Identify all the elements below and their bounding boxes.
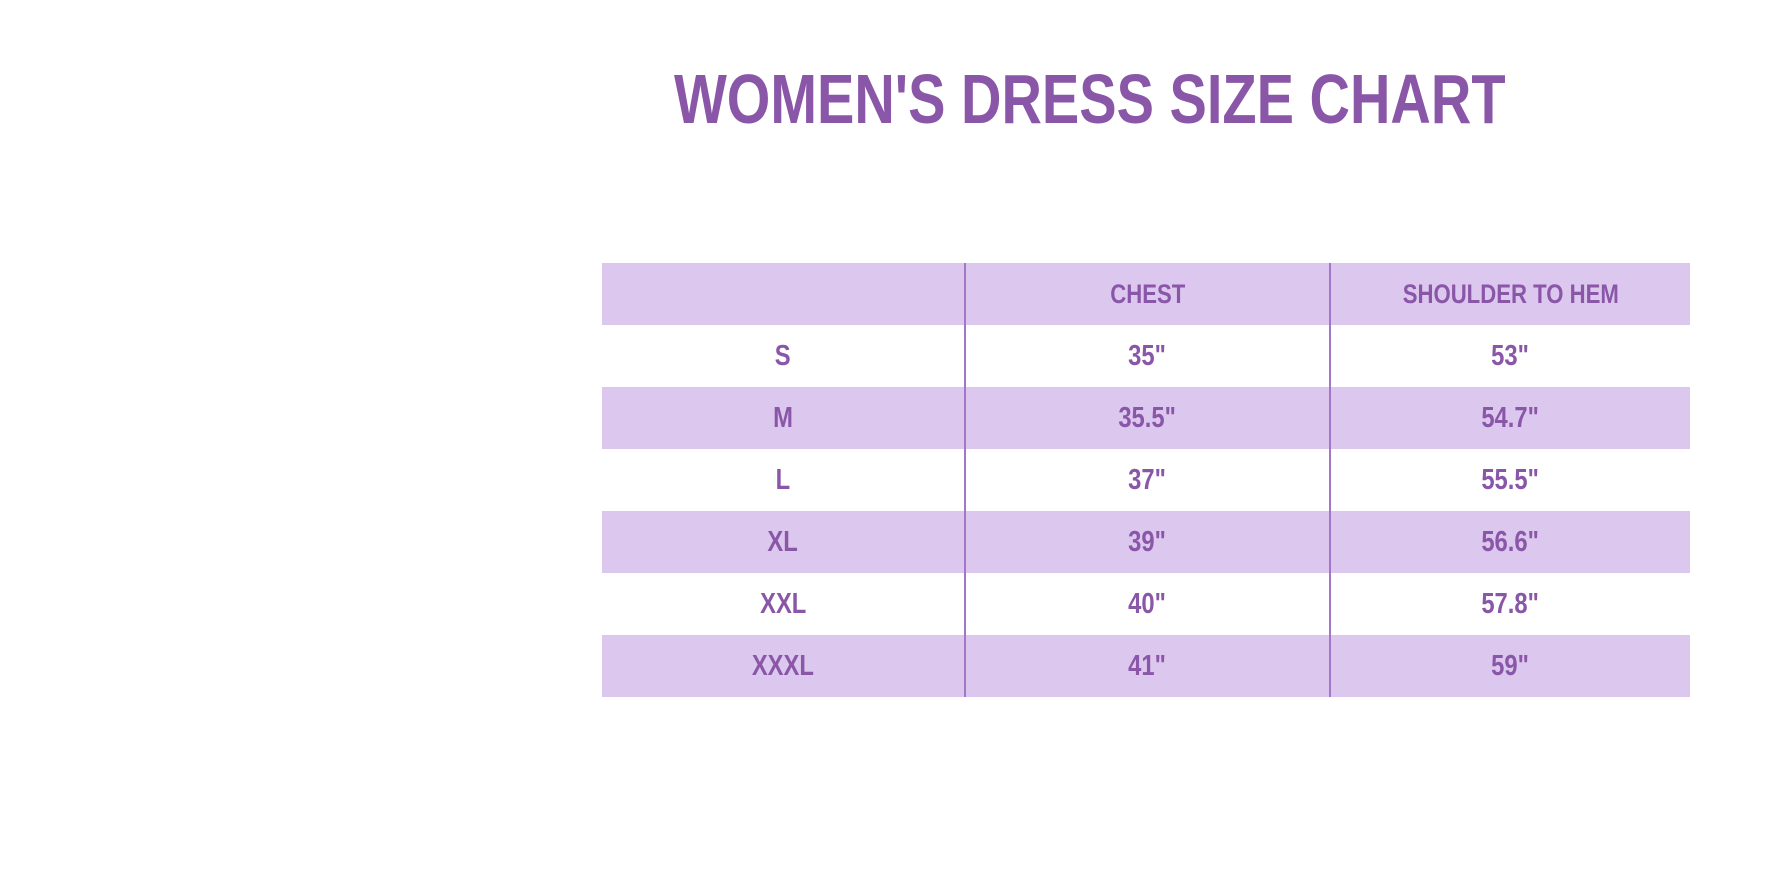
shoulder-to-hem-cell: 54.7" [1329, 387, 1690, 449]
shoulder-to-hem-cell: 57.8" [1329, 573, 1690, 635]
chest-value: 41" [1128, 649, 1167, 682]
size-label: XXXL [751, 649, 815, 682]
shoulder-to-hem-value: 55.5" [1481, 463, 1540, 496]
chest-value: 35" [1128, 339, 1167, 372]
shoulder-to-hem-cell: 55.5" [1329, 449, 1690, 511]
size-label: M [773, 401, 793, 434]
table-row-xxl: XXL 40" 57.8" [602, 573, 1690, 635]
chest-column-header: CHEST [964, 263, 1330, 325]
size-label: XL [767, 525, 799, 558]
table-row-m: M 35.5" 54.7" [602, 387, 1690, 449]
chest-cell: 40" [964, 573, 1330, 635]
table-row-xl: XL 39" 56.6" [602, 511, 1690, 573]
chest-value: 40" [1128, 587, 1167, 620]
chest-column-header-label: CHEST [1109, 278, 1186, 309]
shoulder-to-hem-value: 57.8" [1481, 587, 1540, 620]
shoulder-to-hem-value: 53" [1491, 339, 1530, 372]
size-cell: L [602, 449, 965, 511]
table-row-s: S 35" 53" [602, 325, 1690, 387]
shoulder-to-hem-column-header: SHOULDER TO HEM [1329, 263, 1690, 325]
size-label: S [775, 339, 791, 372]
table-header-row: CHEST SHOULDER TO HEM [602, 263, 1690, 325]
shoulder-to-hem-value: 59" [1491, 649, 1530, 682]
size-column-header [602, 263, 965, 325]
size-chart-table: CHEST SHOULDER TO HEM S 35" 53" M 35.5" … [602, 263, 1690, 697]
table-row-l: L 37" 55.5" [602, 449, 1690, 511]
chest-cell: 41" [964, 635, 1330, 697]
page-title-text: WOMEN'S DRESS SIZE CHART [674, 60, 1506, 138]
shoulder-to-hem-cell: 53" [1329, 325, 1690, 387]
size-cell: S [602, 325, 965, 387]
page-title: WOMEN'S DRESS SIZE CHART [400, 54, 1780, 144]
size-cell: XXL [602, 573, 965, 635]
chest-cell: 35" [964, 325, 1330, 387]
chest-cell: 37" [964, 449, 1330, 511]
size-cell: XL [602, 511, 965, 573]
size-label: XXL [759, 587, 807, 620]
chest-value: 35.5" [1118, 401, 1177, 434]
size-label: L [775, 463, 791, 496]
chest-cell: 39" [964, 511, 1330, 573]
size-cell: XXXL [602, 635, 965, 697]
chest-value: 37" [1128, 463, 1167, 496]
chest-value: 39" [1128, 525, 1167, 558]
shoulder-to-hem-value: 54.7" [1481, 401, 1540, 434]
shoulder-to-hem-cell: 59" [1329, 635, 1690, 697]
chest-cell: 35.5" [964, 387, 1330, 449]
shoulder-to-hem-value: 56.6" [1481, 525, 1540, 558]
table-row-xxxl: XXXL 41" 59" [602, 635, 1690, 697]
shoulder-to-hem-cell: 56.6" [1329, 511, 1690, 573]
shoulder-to-hem-column-header-label: SHOULDER TO HEM [1402, 278, 1619, 309]
size-cell: M [602, 387, 965, 449]
